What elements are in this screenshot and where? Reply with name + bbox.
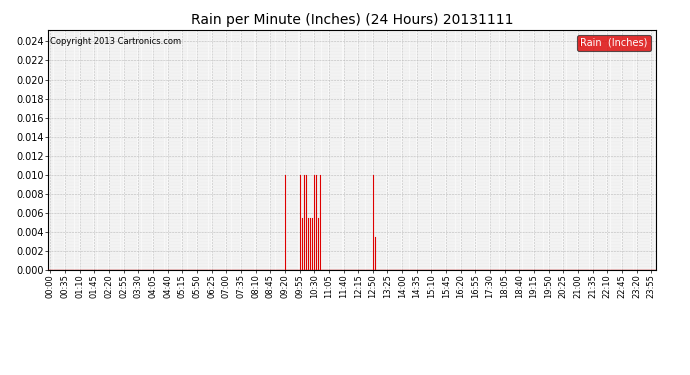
Text: Copyright 2013 Cartronics.com: Copyright 2013 Cartronics.com — [50, 37, 181, 46]
Title: Rain per Minute (Inches) (24 Hours) 20131111: Rain per Minute (Inches) (24 Hours) 2013… — [190, 13, 513, 27]
Legend: Rain  (Inches): Rain (Inches) — [578, 35, 651, 51]
